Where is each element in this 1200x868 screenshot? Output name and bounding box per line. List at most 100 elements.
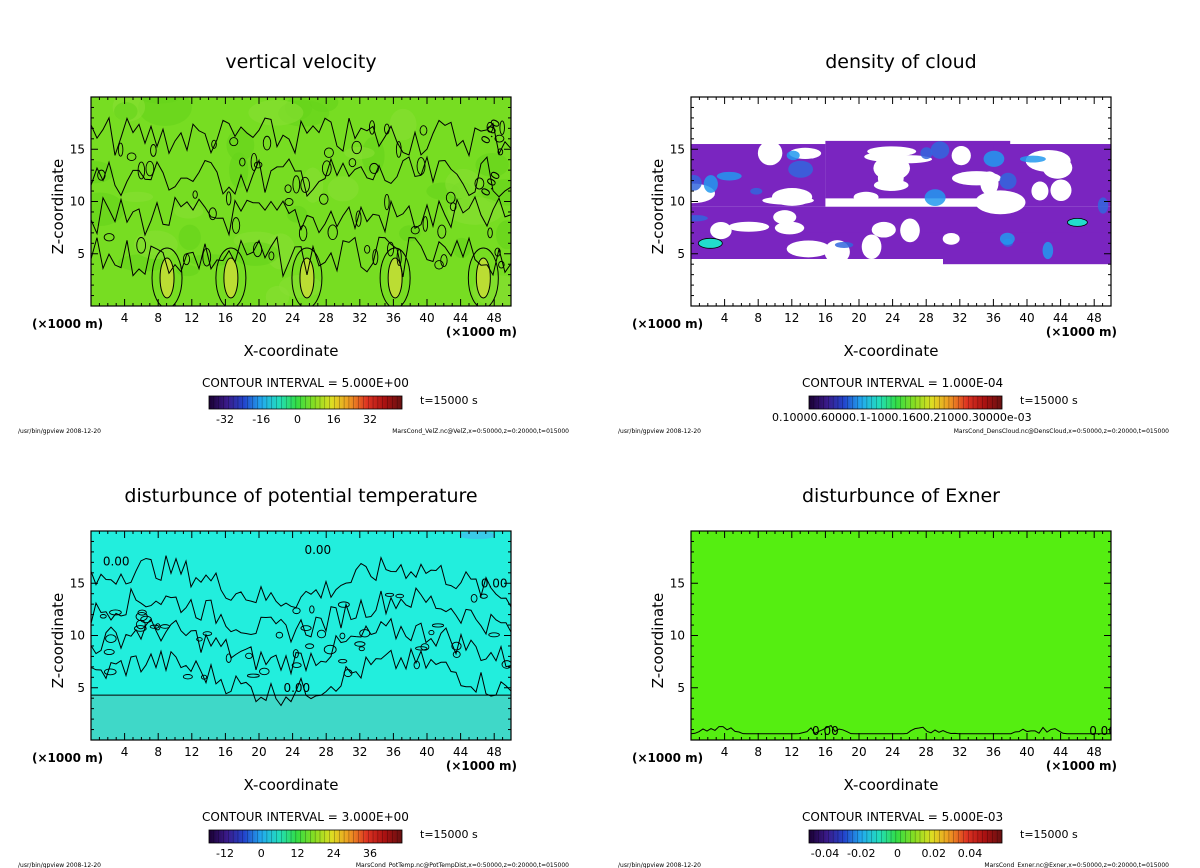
contour-interval: CONTOUR INTERVAL = 5.000E+00 [202, 376, 409, 390]
cloud-core [697, 237, 723, 249]
contour-line [292, 649, 299, 659]
x-axis-label: X-coordinate [244, 342, 339, 360]
field-patch [475, 152, 509, 177]
contour-line [470, 593, 478, 603]
contour-line [226, 191, 232, 206]
contour-line [327, 224, 338, 241]
chart-title: disturbunce of Exner [802, 485, 1000, 507]
contour-label: 0.00 [283, 681, 310, 695]
x-axis-label: X-coordinate [844, 342, 939, 360]
field-patch [174, 204, 204, 219]
clear-gap [786, 240, 831, 258]
contour-line [452, 650, 461, 658]
x-tick-label: 32 [952, 311, 967, 325]
contour-line [215, 247, 247, 306]
x-unit-label-right: (×1000 m) [1046, 325, 1117, 339]
contour-line [275, 631, 284, 639]
contour-line [494, 134, 505, 143]
contour-line [486, 121, 494, 133]
contour-line [145, 160, 155, 177]
field-patch [114, 102, 138, 121]
x-unit-label-left: (×1000 m) [632, 751, 703, 765]
y-axis-label: Z-coordinate [649, 159, 667, 254]
contour-interval: CONTOUR INTERVAL = 3.000E+00 [202, 810, 409, 824]
x-tick-label: 12 [784, 745, 799, 759]
clear-gap [757, 140, 783, 166]
contour-line [135, 612, 148, 622]
colorbar-tick-label: 0 [258, 847, 265, 860]
clear-gap [1025, 149, 1071, 172]
x-tick-label: 44 [1053, 311, 1068, 325]
contour-line [384, 592, 395, 597]
y-tick-label: 5 [677, 247, 685, 261]
contour-line [479, 593, 488, 599]
plot-area: 0.00 0.00 0.00 0.00 [91, 531, 511, 740]
field-fill [691, 531, 1111, 740]
x-tick-label: 48 [1087, 311, 1102, 325]
x-tick-label: 28 [919, 311, 934, 325]
contour-line [136, 237, 147, 254]
contour-label: 0.00 [812, 724, 839, 738]
chart-panel-3: disturbunce of potential temperature 0.00… [18, 485, 569, 868]
contour-label: 0.00 [481, 576, 508, 590]
contour-line [291, 662, 302, 668]
field-patch [91, 161, 114, 184]
x-tick-label: 8 [754, 745, 762, 759]
contour-line [140, 615, 152, 624]
x-tick-label: 20 [851, 311, 866, 325]
contour-line [253, 161, 263, 169]
contour-line [109, 609, 122, 616]
contour-line [445, 191, 456, 204]
contour-line [319, 193, 329, 205]
contour-line [284, 184, 292, 194]
colorbar-tick-label: -0.02 [847, 847, 875, 860]
x-tick-label: 24 [285, 745, 300, 759]
colorbar-tick-label: -12 [216, 847, 234, 860]
footer-right: MarsCond_VelZ.nc@VelZ,x=0:50000,z=0:2000… [392, 428, 569, 435]
contour-line [231, 217, 241, 234]
cloud-dense-patch [691, 174, 702, 191]
contour-line [225, 653, 232, 663]
y-axis-label: Z-coordinate [49, 593, 67, 688]
y-tick-label: 15 [670, 576, 685, 590]
contour-line [467, 247, 499, 306]
field-patch [302, 167, 324, 203]
x-tick-label: 44 [453, 745, 468, 759]
footer-left: /usr/bin/gpview 2008-12-20 [618, 428, 701, 435]
x-tick-label: 44 [1053, 745, 1068, 759]
contour-line [420, 643, 430, 651]
x-tick-label: 32 [352, 311, 367, 325]
contour-line [99, 614, 107, 619]
contour-line [368, 120, 376, 135]
contour-line [323, 644, 337, 655]
time-label: t=15000 s [420, 828, 478, 841]
footer-right: MarsCond_DensCloud.nc@DensCloud,x=0:5000… [954, 428, 1169, 435]
x-tick-label: 16 [218, 745, 233, 759]
x-tick-label: 8 [754, 311, 762, 325]
cloud-dense-patch [1019, 155, 1046, 163]
contour-line [323, 147, 334, 158]
clear-gap [900, 218, 920, 243]
field-patch [327, 176, 359, 202]
x-tick-label: 36 [986, 745, 1001, 759]
x-tick-label: 28 [919, 745, 934, 759]
contour-line [284, 197, 294, 207]
clear-gap [774, 221, 805, 235]
field-patch [138, 97, 192, 127]
x-tick-label: 24 [885, 745, 900, 759]
contour-line [103, 649, 115, 655]
contour-line [91, 647, 511, 707]
contour-line [211, 139, 217, 149]
contour-line [246, 673, 260, 678]
x-tick-label: 20 [251, 745, 266, 759]
colorbar-tick-label: 12 [291, 847, 305, 860]
cloud-dense-patch [703, 175, 718, 193]
contour-line [428, 630, 435, 636]
colorbar-tick-label: -32 [216, 413, 234, 426]
contour-line [259, 667, 270, 676]
x-tick-label: 16 [218, 311, 233, 325]
x-tick-label: 4 [121, 745, 129, 759]
clear-gap [975, 190, 1026, 215]
x-tick-label: 4 [721, 311, 729, 325]
